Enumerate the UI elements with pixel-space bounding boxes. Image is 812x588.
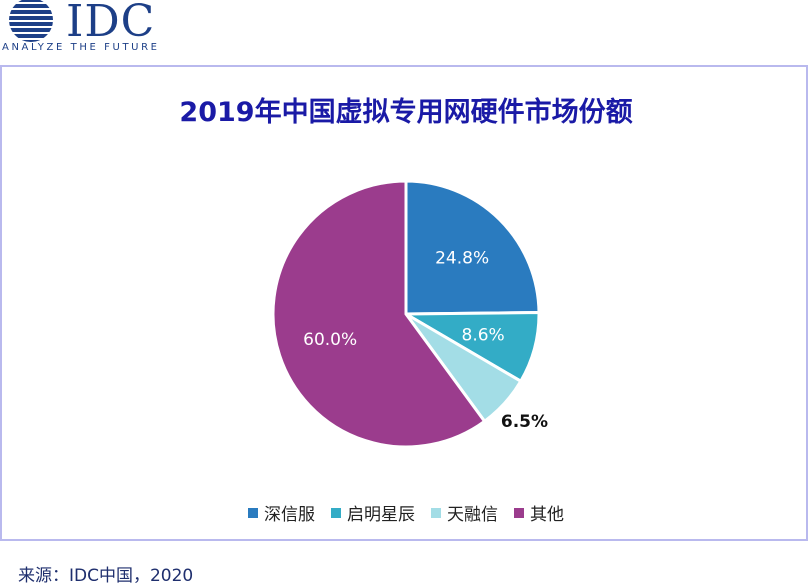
source-note: 来源：IDC中国，2020 [18, 566, 194, 586]
logo-wordmark: IDC [66, 0, 156, 47]
legend-label: 天融信 [447, 505, 498, 525]
legend-label: 其他 [530, 505, 564, 525]
chart-title: 2019年中国虚拟专用网硬件市场份额 [179, 97, 633, 128]
legend-swatch [248, 507, 258, 518]
legend-label: 深信服 [264, 505, 315, 525]
pie-slice-sangfor [404, 179, 541, 316]
data-label-venustech: 8.6% [462, 325, 505, 345]
legend-item-topsec: 天融信 [431, 500, 498, 525]
legend-item-venustech: 启明星辰 [331, 500, 415, 525]
idc-logo: IDC ANALYZE THE FUTURE [0, 0, 190, 60]
legend-item-others: 其他 [514, 500, 564, 525]
data-label-topsec: 6.5% [501, 412, 548, 432]
logo-tagline: ANALYZE THE FUTURE [2, 42, 160, 53]
pie-slice-others [271, 179, 487, 449]
chart-frame [0, 65, 808, 541]
data-label-others: 60.0% [303, 330, 357, 350]
legend-label: 启明星辰 [347, 505, 415, 525]
legend-item-sangfor: 深信服 [248, 500, 315, 525]
data-label-sangfor: 24.8% [435, 248, 489, 268]
chart-legend: 深信服 启明星辰 天融信 其他 [0, 500, 812, 525]
legend-swatch [331, 507, 341, 518]
legend-swatch [431, 507, 441, 518]
legend-swatch [514, 507, 524, 518]
globe-icon [9, 0, 53, 42]
